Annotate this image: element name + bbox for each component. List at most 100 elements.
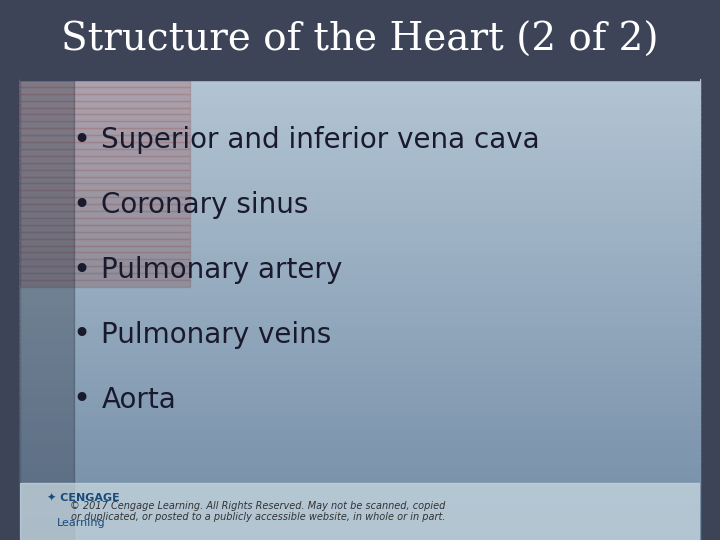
Bar xyxy=(20,245,700,250)
Bar xyxy=(20,530,700,535)
Bar xyxy=(20,493,700,498)
Text: Pulmonary artery: Pulmonary artery xyxy=(102,256,343,284)
Bar xyxy=(20,157,700,163)
Bar xyxy=(20,273,190,280)
Text: Aorta: Aorta xyxy=(102,386,176,414)
Bar xyxy=(20,286,700,292)
Bar xyxy=(20,84,700,89)
Bar xyxy=(20,475,700,480)
Bar xyxy=(20,350,700,356)
Bar xyxy=(20,415,700,420)
Bar xyxy=(20,153,700,158)
Bar xyxy=(20,364,700,370)
Bar xyxy=(20,470,700,476)
Bar xyxy=(20,295,700,301)
Bar xyxy=(20,300,700,305)
Bar xyxy=(20,156,190,163)
Bar xyxy=(20,401,700,407)
Bar xyxy=(20,134,700,140)
Bar xyxy=(20,185,700,190)
Bar xyxy=(20,424,700,430)
Bar xyxy=(20,135,190,142)
Bar xyxy=(20,254,700,259)
Bar xyxy=(20,332,700,338)
Bar xyxy=(20,511,700,517)
Bar xyxy=(20,93,700,98)
Bar xyxy=(20,507,700,512)
Bar xyxy=(20,280,190,287)
Bar xyxy=(20,80,74,540)
Bar xyxy=(20,341,700,347)
Bar xyxy=(20,144,700,149)
Bar xyxy=(20,387,700,393)
Bar xyxy=(20,489,700,494)
Text: Structure of the Heart (2 of 2): Structure of the Heart (2 of 2) xyxy=(61,22,659,58)
Bar xyxy=(20,80,190,87)
Bar xyxy=(20,225,190,232)
Bar xyxy=(20,252,190,259)
Bar xyxy=(20,107,190,114)
Bar xyxy=(20,190,190,197)
Bar xyxy=(20,452,700,457)
Bar xyxy=(20,94,190,100)
Bar xyxy=(20,498,700,503)
Bar xyxy=(20,281,700,287)
Bar xyxy=(20,291,700,296)
Text: Learning: Learning xyxy=(57,518,106,528)
Bar xyxy=(20,197,190,204)
Bar xyxy=(20,337,700,342)
Bar xyxy=(20,235,700,241)
Bar xyxy=(20,314,700,319)
Bar xyxy=(20,194,700,200)
Bar xyxy=(20,213,700,218)
Bar xyxy=(20,116,700,122)
Bar xyxy=(20,443,700,448)
Text: Pulmonary veins: Pulmonary veins xyxy=(102,321,332,349)
Bar xyxy=(20,98,700,103)
Bar xyxy=(20,149,190,156)
Bar xyxy=(20,516,700,522)
Bar xyxy=(20,100,190,107)
Bar xyxy=(20,222,700,227)
Bar xyxy=(20,122,190,128)
Bar xyxy=(20,79,700,85)
Bar xyxy=(20,420,700,425)
Bar xyxy=(20,429,700,434)
Bar xyxy=(20,114,190,122)
Bar xyxy=(20,142,190,149)
Bar xyxy=(20,246,190,252)
Bar xyxy=(20,263,700,268)
Bar xyxy=(20,176,700,181)
Bar xyxy=(20,406,700,411)
Bar xyxy=(20,383,700,388)
Bar xyxy=(20,177,190,184)
Bar xyxy=(20,148,700,153)
Bar xyxy=(20,319,700,324)
Text: •: • xyxy=(72,191,90,220)
Bar xyxy=(20,218,190,225)
Text: •: • xyxy=(72,320,90,349)
Bar xyxy=(20,139,700,144)
Bar xyxy=(20,170,190,177)
Bar xyxy=(20,249,700,255)
Bar xyxy=(20,465,700,471)
Text: •: • xyxy=(72,385,90,414)
Bar xyxy=(20,355,700,361)
Bar xyxy=(20,89,700,94)
Bar xyxy=(20,259,190,266)
Bar xyxy=(20,162,700,167)
Text: •: • xyxy=(72,126,90,155)
Bar xyxy=(20,231,700,237)
Bar xyxy=(20,211,190,218)
Bar xyxy=(20,111,700,117)
Text: Superior and inferior vena cava: Superior and inferior vena cava xyxy=(102,126,540,154)
Bar xyxy=(20,396,700,402)
Bar xyxy=(20,190,700,195)
Bar xyxy=(20,208,700,213)
Bar xyxy=(20,309,700,315)
Bar xyxy=(20,239,190,246)
Bar xyxy=(20,521,700,526)
Bar xyxy=(20,107,700,112)
Text: © 2017 Cengage Learning. All Rights Reserved. May not be scanned, copied
or dupl: © 2017 Cengage Learning. All Rights Rese… xyxy=(71,501,446,523)
Bar xyxy=(20,226,700,232)
